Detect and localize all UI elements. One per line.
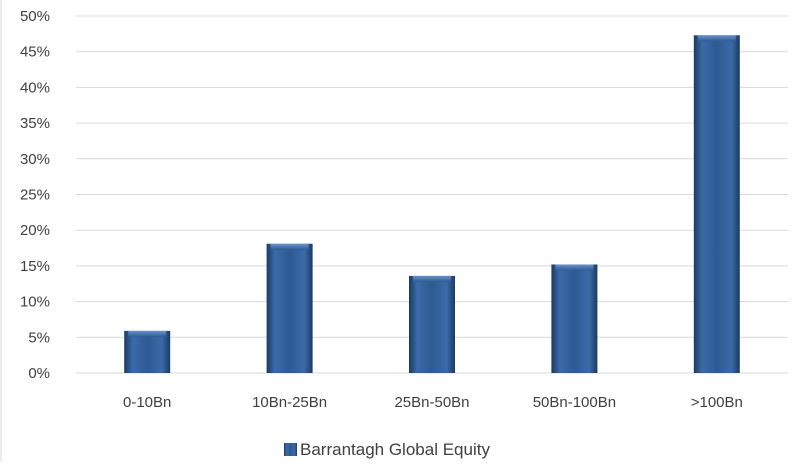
y-tick-label: 35%	[20, 115, 50, 132]
x-tick-label: 0-10Bn	[123, 394, 171, 411]
bars	[124, 35, 740, 373]
bar	[693, 35, 740, 373]
legend: Barrantagh Global Equity	[284, 440, 490, 459]
legend-swatch	[284, 443, 297, 456]
y-tick-label: 0%	[28, 365, 50, 382]
y-tick-label: 20%	[20, 222, 50, 239]
x-tick-label: 50Bn-100Bn	[533, 394, 616, 411]
x-tick-label: 10Bn-25Bn	[252, 394, 327, 411]
y-tick-label: 15%	[20, 258, 50, 275]
y-tick-label: 40%	[20, 79, 50, 96]
y-tick-label: 25%	[20, 187, 50, 204]
x-axis-tick-labels: 0-10Bn 10Bn-25Bn 25Bn-50Bn 50Bn-100Bn >100Bn	[123, 394, 743, 411]
y-tick-label: 30%	[20, 151, 50, 168]
y-tick-label: 45%	[20, 44, 50, 61]
bar	[124, 330, 171, 373]
bar	[266, 243, 313, 373]
bar	[551, 264, 598, 373]
bar	[409, 275, 455, 373]
x-tick-label: >100Bn	[691, 394, 743, 411]
y-tick-label: 10%	[20, 294, 50, 311]
gridlines	[76, 15, 788, 374]
legend-label: Barrantagh Global Equity	[300, 440, 490, 459]
y-axis-tick-labels: 0% 5% 10% 15% 20% 25% 30% 35% 40% 45% 50%	[20, 8, 50, 382]
y-tick-label: 50%	[20, 8, 50, 25]
x-tick-label: 25Bn-50Bn	[394, 394, 469, 411]
y-tick-label: 5%	[28, 329, 50, 346]
